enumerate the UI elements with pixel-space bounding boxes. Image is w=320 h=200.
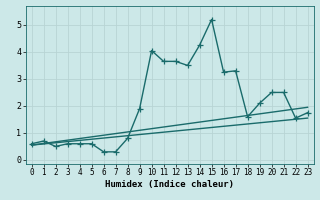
X-axis label: Humidex (Indice chaleur): Humidex (Indice chaleur) xyxy=(105,180,234,189)
